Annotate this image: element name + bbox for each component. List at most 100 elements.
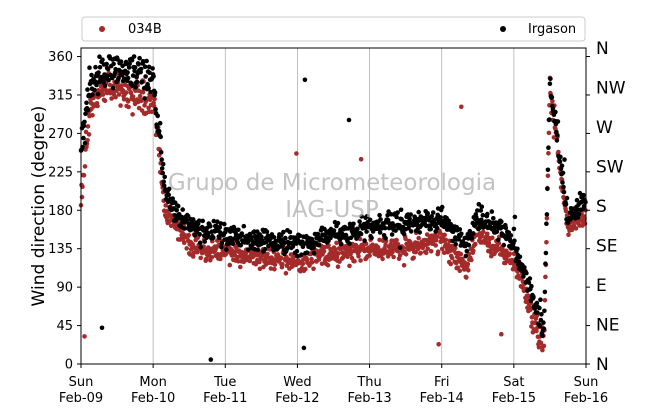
x-tick-label-day: Sat <box>503 375 524 390</box>
data-point <box>544 221 549 226</box>
data-point <box>234 245 239 250</box>
data-point <box>566 232 571 238</box>
data-point <box>316 242 322 248</box>
data-point <box>543 274 548 280</box>
data-point <box>581 204 587 209</box>
data-point <box>364 214 370 219</box>
data-point <box>546 151 551 156</box>
data-point <box>198 245 203 250</box>
data-point <box>299 252 304 257</box>
data-point <box>184 246 189 251</box>
data-point <box>394 237 399 243</box>
data-point <box>496 241 502 246</box>
data-point <box>144 58 149 64</box>
data-point <box>146 85 151 91</box>
data-point <box>358 156 364 162</box>
data-point <box>150 66 155 71</box>
x-axis-ticks: SunFeb-09MonFeb-10TueFeb-11WedFeb-12ThuF… <box>59 364 608 406</box>
data-point <box>142 96 147 101</box>
data-point <box>548 76 553 82</box>
data-point <box>469 236 475 241</box>
data-point <box>158 134 163 140</box>
data-point <box>356 249 362 254</box>
data-point <box>456 236 462 242</box>
data-point <box>99 325 105 331</box>
data-point <box>145 81 150 87</box>
data-point <box>457 268 463 274</box>
data-point <box>161 183 167 189</box>
x-tick-label-date: Feb-10 <box>131 391 175 406</box>
data-point <box>92 87 97 93</box>
data-point <box>423 250 429 256</box>
data-point <box>545 173 551 179</box>
data-point <box>215 219 220 224</box>
data-point <box>542 308 547 314</box>
data-point <box>109 96 114 101</box>
data-point <box>211 235 216 240</box>
data-point <box>543 250 549 256</box>
data-point <box>271 234 277 240</box>
data-point <box>249 234 254 240</box>
data-point <box>236 227 241 233</box>
data-point <box>203 256 209 262</box>
data-point <box>555 119 561 124</box>
data-point <box>106 77 111 83</box>
data-point <box>560 170 566 176</box>
data-point <box>86 132 92 137</box>
data-point <box>130 73 136 78</box>
data-point <box>82 119 87 125</box>
data-point <box>297 233 303 239</box>
data-point <box>181 240 187 245</box>
data-point <box>184 218 189 223</box>
data-point <box>102 83 108 88</box>
data-point <box>96 70 101 75</box>
data-point <box>475 208 480 213</box>
compass-label: SE <box>596 237 618 257</box>
x-tick-label-day: Fri <box>434 375 450 390</box>
data-point <box>459 231 464 237</box>
data-point <box>435 249 441 254</box>
data-point <box>300 261 306 267</box>
data-point <box>486 240 492 246</box>
data-point <box>224 247 229 252</box>
y-tick-label: 45 <box>56 319 73 334</box>
y-tick-label: 315 <box>48 88 73 103</box>
data-point <box>494 229 500 234</box>
data-point <box>123 90 129 95</box>
data-point <box>97 65 103 70</box>
data-point <box>433 238 439 243</box>
data-point <box>347 241 352 246</box>
compass-label: NE <box>596 316 619 336</box>
data-point <box>85 107 91 113</box>
data-point <box>272 266 277 272</box>
data-point <box>485 211 490 217</box>
data-point <box>359 214 364 219</box>
data-point <box>311 266 316 272</box>
data-point <box>561 184 566 190</box>
data-point <box>307 263 312 268</box>
data-point <box>338 246 343 252</box>
data-point <box>553 109 558 115</box>
data-point <box>82 140 88 146</box>
data-point <box>344 249 350 255</box>
data-point <box>217 235 222 240</box>
data-point <box>140 89 146 95</box>
data-point <box>544 216 550 221</box>
y-tick-label: 135 <box>48 242 73 257</box>
data-point <box>401 231 407 237</box>
data-point <box>416 235 422 241</box>
data-point <box>450 238 456 244</box>
data-point <box>152 96 157 102</box>
data-point <box>458 251 464 257</box>
compass-label: N <box>596 39 609 59</box>
data-point <box>463 253 469 259</box>
data-point <box>511 226 517 232</box>
data-point <box>89 72 94 78</box>
data-point <box>245 240 251 245</box>
data-point <box>375 222 380 228</box>
data-point <box>174 208 179 213</box>
data-point <box>479 204 485 209</box>
data-point <box>347 263 352 269</box>
data-point <box>546 145 551 150</box>
